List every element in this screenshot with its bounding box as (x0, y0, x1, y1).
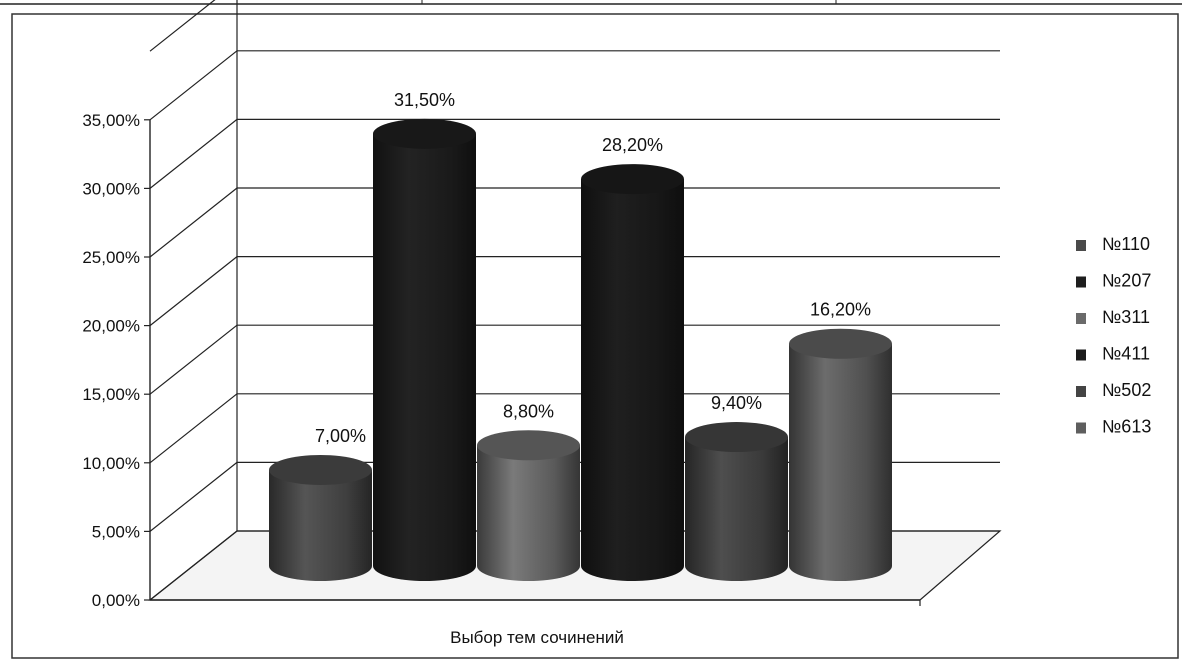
grid-diagonal (149, 118, 238, 189)
y-tick-label: 30,00% (82, 179, 140, 198)
bar-body (373, 133, 476, 581)
data-label: 8,80% (503, 401, 554, 421)
bar-body (789, 343, 892, 581)
bar-№311 (477, 430, 580, 581)
legend-swatch (1076, 349, 1086, 361)
legend-swatch (1076, 386, 1086, 397)
legend: №110 №207 №311 №411 №502 №613 (1076, 234, 1151, 437)
bar-body (269, 469, 372, 581)
y-tick-label: 5,00% (92, 522, 140, 541)
y-tick-label: 25,00% (82, 248, 140, 267)
data-labels: 7,00% 31,50% 8,80% 28,20% 9,40% 16,20% (315, 90, 871, 446)
y-tick-label: 35,00% (82, 111, 140, 130)
legend-swatch (1076, 422, 1086, 434)
legend-label: №411 (1102, 344, 1150, 364)
bar-body (581, 179, 684, 581)
bar-top (477, 430, 580, 461)
grid-diagonal (149, 393, 238, 464)
bar-№207 (373, 118, 476, 581)
bar-№411 (581, 164, 684, 581)
legend-label: №110 (1102, 234, 1150, 254)
grid-diagonal (149, 50, 238, 121)
legend-label: №502 (1102, 380, 1151, 400)
bar-top (373, 118, 476, 149)
bar-№110 (269, 454, 372, 581)
grid-diagonal (149, 530, 238, 601)
grid-diagonal (149, 324, 238, 395)
data-label: 28,20% (602, 135, 663, 155)
bar-body (685, 437, 788, 581)
legend-swatch (1076, 276, 1086, 288)
grid-diagonal (149, 461, 238, 532)
legend-swatch (1076, 240, 1086, 251)
x-axis-title: Выбор тем сочинений (450, 628, 624, 647)
legend-swatch (1076, 313, 1086, 324)
y-axis: 0,00% 5,00% 10,00% 15,00% 20,00% 25,00% 30,00%… (82, 111, 920, 610)
grid-diagonal (149, 0, 216, 52)
data-label: 31,50% (394, 90, 455, 110)
legend-label: №311 (1102, 307, 1150, 327)
data-label: 16,20% (810, 300, 871, 320)
bar-body (477, 445, 580, 581)
y-tick-label: 20,00% (82, 317, 140, 336)
y-tick-label: 10,00% (82, 454, 140, 473)
legend-label: №207 (1102, 271, 1151, 291)
grid-diagonal (149, 187, 238, 258)
bar-top (685, 422, 788, 453)
bar-№613 (789, 328, 892, 581)
legend-label: №613 (1102, 417, 1151, 437)
bar-top (269, 454, 372, 485)
bar-№502 (685, 422, 788, 581)
bar-top (789, 328, 892, 359)
bar-top (581, 164, 684, 195)
data-label: 9,40% (711, 393, 762, 413)
y-tick-label: 0,00% (92, 591, 140, 610)
data-label: 7,00% (315, 426, 366, 446)
bars (269, 118, 892, 581)
grid-diagonal (149, 256, 238, 327)
y-tick-label: 15,00% (82, 385, 140, 404)
